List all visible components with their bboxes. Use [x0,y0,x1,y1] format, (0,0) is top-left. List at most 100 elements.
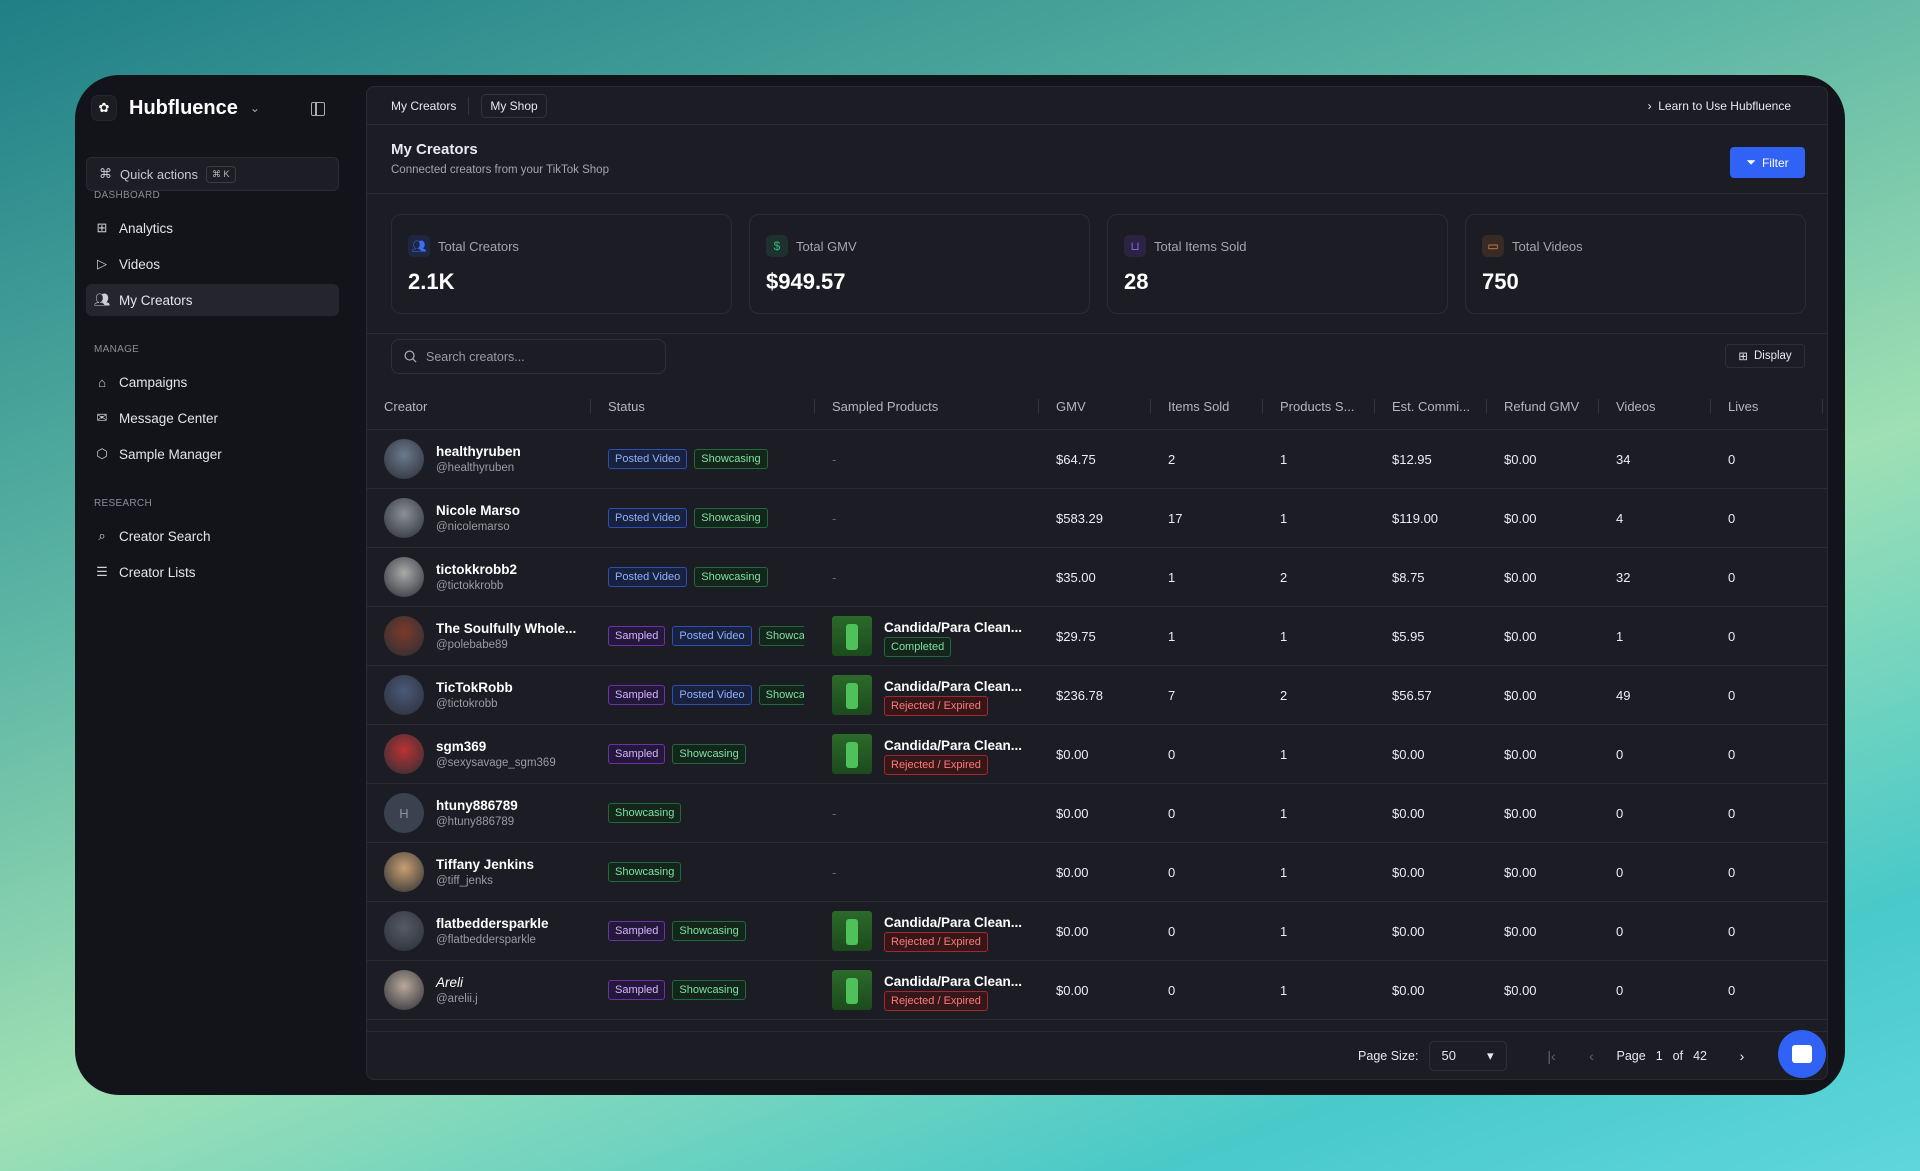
cell-commission: $0.00 [1392,923,1425,939]
cell-refund: $0.00 [1504,746,1537,762]
filter-button[interactable]: ⏷ Filter [1730,147,1805,178]
sidebar-item-creator-lists[interactable]: ☰ Creator Lists [86,556,339,588]
list-icon: ☰ [96,564,108,579]
tab-my-creators[interactable]: My Creators [391,98,457,113]
next-page-icon[interactable]: › [1739,1047,1745,1064]
cell-videos: 0 [1616,864,1624,880]
column-header[interactable]: Sampled Products [815,383,1039,429]
table-row[interactable]: TicTokRobb @tictokrobb Sampled Posted Video… [367,666,1827,725]
creator-name[interactable]: sgm369 [436,739,487,754]
status-badge: Posted Video [608,449,688,469]
cell-gmv: $64.75 [1056,451,1096,467]
package-icon: ⬡ [96,446,108,461]
column-header[interactable]: Items Sold [1151,383,1263,429]
cell-gmv: $583.29 [1056,510,1103,526]
sample-status-badge: Rejected / Expired [884,695,988,716]
sidebar-item-campaigns[interactable]: ⌂ Campaigns [86,366,339,398]
status-badge: Showcasing [672,980,746,1000]
sidebar-item-message-center[interactable]: ✉ Message Center [86,402,339,434]
quick-actions-button[interactable]: ⌘ Quick actions ⌘ K [86,157,339,191]
learn-link[interactable]: › Learn to Use Hubfluence [1648,99,1791,113]
learn-link-label: Learn to Use Hubfluence [1658,99,1791,113]
cell-lives: 0 [1728,510,1736,526]
sidebar-item-creator-search[interactable]: ⌕ Creator Search [86,520,339,552]
prev-page-icon[interactable]: ‹ [1589,1047,1594,1064]
creator-name[interactable]: tictokkrobb2 [436,562,518,577]
first-page-icon[interactable]: |‹ [1547,1047,1556,1064]
cell-refund: $0.00 [1504,923,1537,939]
column-header[interactable]: Lives [1711,383,1823,429]
column-label: Videos [1616,398,1656,414]
tab-my-shop[interactable]: My Shop [481,93,547,118]
page-size-value: 50 [1441,1048,1456,1063]
column-header[interactable]: Creator [367,383,591,429]
cell-products: 1 [1280,982,1288,998]
section-label: RESEARCH [94,498,152,509]
table-row[interactable]: Nicole Marso @nicolemarso Posted Video Show… [367,489,1827,548]
table-row[interactable]: tictokkrobb2 @tictokkrobb Posted Video Show… [367,548,1827,607]
page-label: Page [1616,1048,1646,1063]
play-icon: ▷ [97,256,107,271]
grid-icon: ⊞ [1738,351,1748,363]
column-header[interactable]: Status [591,383,815,429]
column-header[interactable]: Videos [1599,383,1711,429]
table-row[interactable]: sgm369 @sexysavage_sgm369 Sampled Showcasin… [367,725,1827,784]
cell-lives: 0 [1728,923,1736,939]
filter-icon: ⏷ [1746,155,1756,169]
sidebar-collapse-icon[interactable] [311,102,325,116]
sidebar-item-analytics[interactable]: ⊞ Analytics [86,212,339,244]
cell-products: 2 [1280,687,1288,703]
creator-name[interactable]: healthyruben [436,444,521,459]
chat-support-button[interactable] [1778,1030,1826,1078]
cell-items: 17 [1168,510,1183,526]
avatar: H [384,793,424,833]
avatar [384,852,424,892]
avatar [384,616,424,656]
table-row[interactable]: Areli @arelii.j Sampled Showcasing Candida/P… [367,961,1827,1020]
stat-value: 28 [1124,269,1149,294]
sidebar-item-sample-manager[interactable]: ⬡ Sample Manager [86,438,339,470]
stat-card: ⊔ Total Items Sold 28 [1107,214,1448,314]
creator-name[interactable]: The Soulfully Whole... [436,621,577,636]
sample-status-badge: Rejected / Expired [884,931,988,952]
cell-videos: 0 [1616,923,1624,939]
product-name: Candida/Para Clean... [884,619,1023,635]
search-input[interactable] [426,349,646,364]
workspace-switcher[interactable]: ✿ Hubfluence ⌄ [91,95,260,121]
column-header[interactable]: GMV [1039,383,1151,429]
table-row[interactable]: healthyruben @healthyruben Posted Video Sho… [367,430,1827,489]
creator-handle: @healthyruben [436,462,515,474]
cell-lives: 0 [1728,687,1736,703]
cell-gmv: $0.00 [1056,805,1089,821]
creator-name[interactable]: Nicole Marso [436,503,521,518]
table-row[interactable]: Tiffany Jenkins @tiff_jenks Showcasing - $0.… [367,843,1827,902]
cell-refund: $0.00 [1504,569,1537,585]
column-header[interactable]: Refund GMV [1487,383,1599,429]
cell-lives: 0 [1728,569,1736,585]
sidebar: ✿ Hubfluence ⌄ ⌘ Quick actions ⌘ K DASHB… [75,75,365,1095]
creator-handle: @sexysavage_sgm369 [436,757,556,769]
creator-handle: @tictokrobb [436,698,498,710]
cell-gmv: $0.00 [1056,864,1089,880]
column-header[interactable]: Est. Commi... [1375,383,1487,429]
creator-name[interactable]: flatbeddersparkle [436,916,549,931]
table-row[interactable]: flatbeddersparkle @flatbeddersparkle Sampl… [367,902,1827,961]
cell-commission: $56.57 [1392,687,1432,703]
creator-name[interactable]: TicTokRobb [436,680,513,695]
product-thumbnail [832,675,872,715]
display-button[interactable]: ⊞ Display [1725,344,1805,368]
cell-refund: $0.00 [1504,451,1537,467]
creator-name[interactable]: Tiffany Jenkins [436,857,535,872]
cell-lives: 0 [1728,628,1736,644]
sidebar-item-videos[interactable]: ▷ Videos [86,248,339,280]
sidebar-item-my-creators[interactable]: 👥︎ My Creators [86,284,339,316]
creator-name[interactable]: htuny886789 [436,798,518,813]
creator-name[interactable]: Areli [436,975,464,990]
sidebar-item-label: Analytics [119,220,174,236]
empty-cell: - [832,805,837,821]
video-icon: ▭ [1482,235,1504,257]
column-header[interactable]: Products S... [1263,383,1375,429]
table-row[interactable]: The Soulfully Whole... @polebabe89 Sampled… [367,607,1827,666]
page-size-select[interactable]: 50 ▾ [1428,1040,1507,1071]
